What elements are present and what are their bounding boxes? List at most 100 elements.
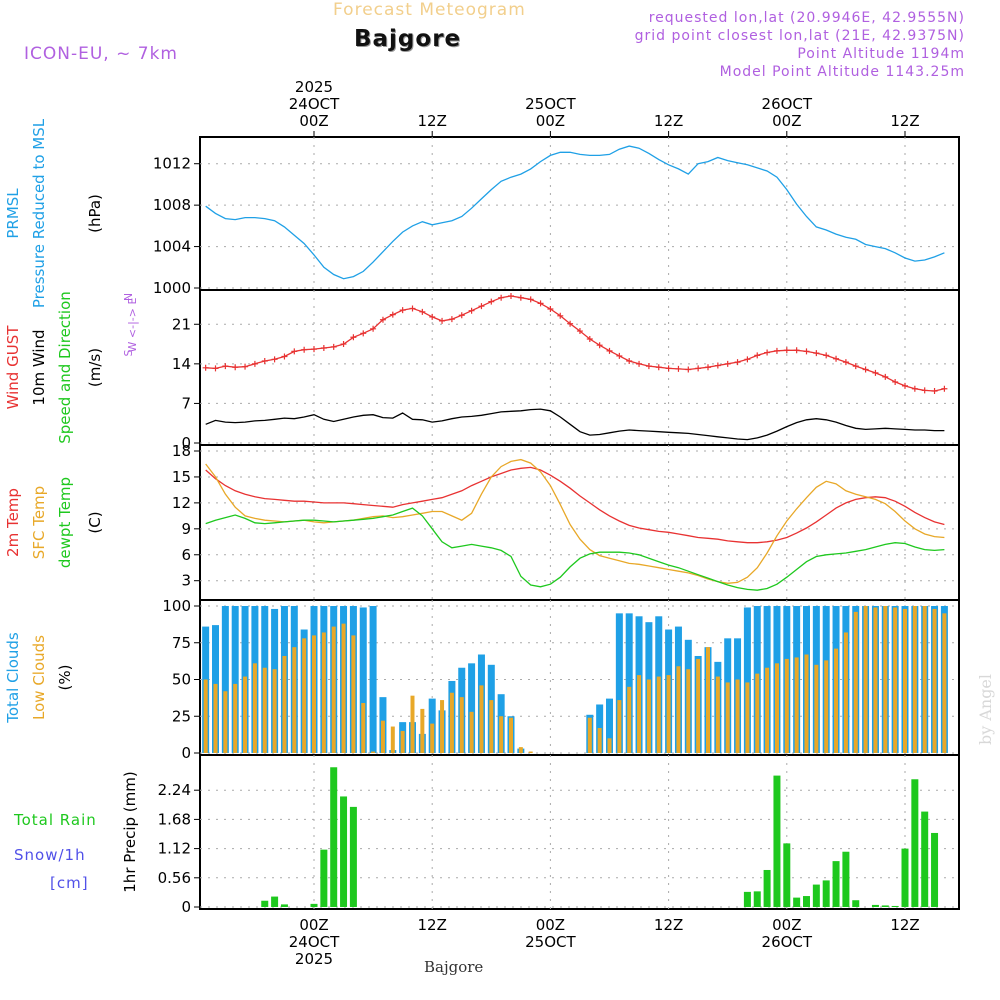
bottom-time-label: 00Z: [299, 916, 328, 934]
y-tick-label: 15: [172, 468, 191, 486]
gust-marker: [596, 342, 603, 349]
gust-marker: [872, 369, 879, 376]
gust-marker: [754, 352, 761, 359]
low-cloud-bar: [903, 608, 907, 753]
gust-marker: [360, 330, 367, 337]
chart-subtitle: Forecast Meteogram: [333, 0, 526, 20]
low-cloud-bar: [351, 635, 356, 753]
bottom-time-label: 12Z: [654, 916, 683, 934]
panel-label: Speed and Direction: [56, 291, 74, 444]
precip-bar: [320, 849, 328, 907]
y-tick-label: 1000: [153, 279, 191, 297]
panel-label: Wind GUST: [4, 325, 22, 410]
bottom-time-label: 00Z: [536, 916, 565, 934]
gust-marker: [291, 348, 298, 355]
precip-bar: [773, 775, 781, 907]
low-cloud-bar: [646, 679, 651, 753]
precip-bar: [881, 905, 889, 907]
bottom-time-label: 00Z: [772, 916, 801, 934]
dewpt-temp-line: [205, 507, 945, 591]
panel-label: Pressure Reduced to MSL: [30, 118, 48, 308]
precip-bar: [921, 811, 929, 907]
top-time-label: 12Z: [890, 112, 919, 130]
gust-marker: [498, 294, 505, 301]
panel-5: 0 0.56 1.12 1.68 2.24 Total Rain Snow/1h [cm] 1h…: [13, 754, 960, 916]
low-cloud-bar: [627, 686, 632, 753]
precip-bar: [852, 900, 860, 907]
precip-bar: [763, 869, 771, 907]
low-cloud-bar: [696, 658, 701, 753]
top-time-label: 00Z: [772, 112, 801, 130]
low-cloud-bar: [883, 606, 888, 753]
total-cloud-bar: [369, 606, 377, 753]
wind-compass: N: [122, 293, 135, 301]
gust-marker: [941, 385, 948, 392]
gust-marker: [902, 382, 908, 389]
precip-bar: [901, 848, 909, 907]
10m-wind-line: [205, 408, 945, 441]
y-tick-label: 9: [181, 520, 191, 538]
gust-marker: [744, 356, 751, 363]
low-cloud-bar: [528, 751, 533, 753]
panel-2: 0 7 14 21 Wind GUST 10m Wind Speed and Directi…: [4, 289, 960, 452]
total-cloud-bar: [221, 606, 229, 753]
low-cloud-bar: [459, 697, 464, 753]
gust-marker: [783, 347, 790, 354]
bottom-time-label: 12Z: [418, 916, 447, 934]
gust-marker: [842, 359, 849, 366]
precip-bar: [271, 896, 279, 907]
gust-marker: [616, 352, 623, 359]
gust-marker: [517, 294, 524, 301]
low-cloud-bar: [233, 683, 238, 753]
y-tick-label: 6: [181, 546, 191, 564]
gust-marker: [379, 316, 386, 323]
top-time-label: 00Z: [299, 112, 328, 130]
y-tick-label: 75: [172, 634, 191, 652]
low-cloud-bar: [390, 726, 395, 753]
gust-marker: [301, 346, 308, 353]
gust-marker: [547, 306, 554, 313]
gust-marker: [803, 348, 810, 355]
y-tick-label: 0: [181, 744, 191, 762]
precip-bar: [803, 896, 810, 907]
gust-marker: [508, 293, 514, 299]
gust-marker: [222, 363, 229, 370]
low-cloud-bar: [666, 675, 671, 753]
gust-marker: [340, 341, 347, 348]
low-cloud-bar: [834, 648, 839, 753]
y-tick-label: 0: [181, 434, 191, 452]
gust-marker: [212, 365, 219, 372]
gust-marker: [448, 316, 455, 323]
gust-marker: [695, 365, 702, 372]
panel-frame: [199, 754, 960, 910]
gust-marker: [251, 360, 258, 367]
precip-bar: [931, 832, 939, 907]
gust-marker: [675, 365, 682, 372]
low-cloud-bar: [440, 700, 445, 753]
low-cloud-bar: [361, 703, 366, 753]
low-cloud-bar: [774, 663, 779, 753]
wind-compass: S: [122, 349, 135, 356]
low-cloud-bar: [843, 632, 848, 753]
top-time-label: 12Z: [418, 112, 447, 130]
low-cloud-bar: [597, 728, 602, 753]
low-cloud-bar: [607, 738, 612, 753]
credit-watermark: by Angel: [976, 673, 996, 746]
gust-marker: [685, 366, 692, 373]
top-time-label: 24OCT: [289, 95, 340, 113]
total-cloud-bar: [606, 698, 613, 753]
y-tick-label: 25: [172, 707, 191, 725]
low-cloud-bar: [331, 626, 336, 753]
y-tick-label: 21: [172, 315, 191, 333]
precip-bar: [280, 904, 288, 907]
panel-label: [cm]: [50, 874, 89, 892]
panel-label: 10m Wind: [30, 329, 48, 405]
y-tick-label: 1.12: [158, 840, 191, 858]
total-cloud-bar: [359, 607, 367, 753]
bottom-time-label: 24OCT: [289, 933, 340, 951]
gust-marker: [409, 305, 416, 312]
low-cloud-bar: [922, 606, 927, 753]
gust-marker: [852, 363, 859, 370]
panel-label: 2m Temp: [4, 488, 22, 557]
low-cloud-bar: [430, 723, 435, 753]
